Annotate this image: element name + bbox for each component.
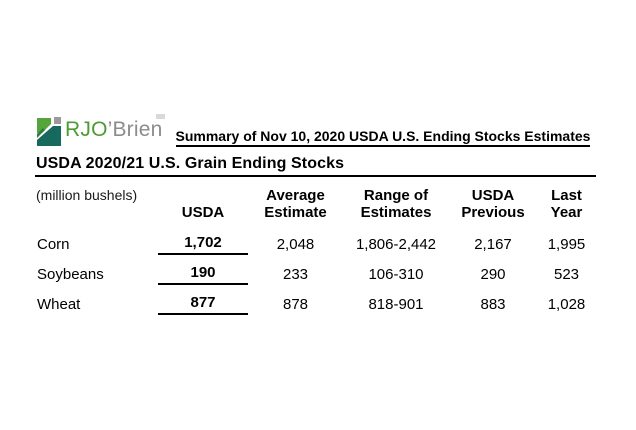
brand-row: RJO’Brien Summary of Nov 10, 2020 USDA U…	[36, 112, 597, 147]
commodity-label: Wheat	[37, 295, 81, 313]
usda-value-cell: 190	[158, 264, 248, 285]
usda-previous-value: 2,167	[474, 235, 512, 253]
last-year-value: 1,028	[547, 295, 586, 313]
unit-note: (million bushels)	[36, 187, 138, 203]
average-estimate-value: 878	[282, 295, 309, 313]
report-title: Summary of Nov 10, 2020 USDA U.S. Ending…	[175, 128, 591, 147]
usda-previous-value: 290	[480, 265, 506, 283]
average-estimate-value: 233	[282, 265, 309, 283]
usda-value: 1,702	[158, 234, 248, 255]
usda-value: 877	[158, 294, 248, 315]
col-header-range-of-estimates: Range of Estimates	[360, 187, 432, 221]
col-header-average-estimate: Average Estimate	[264, 187, 327, 221]
col-header-last-year: Last Year	[550, 187, 583, 221]
usda-value-cell: 1,702	[158, 234, 248, 255]
range-of-estimates-value: 818-901	[368, 295, 424, 313]
wordmark-brien: ’Brien	[107, 118, 163, 141]
table-row-corn: Corn 1,702 2,048 1,806-2,442 2,167 1,995	[36, 229, 597, 259]
average-estimate-value: 2,048	[276, 235, 315, 253]
col-header-usda-previous: USDA Previous	[461, 187, 525, 221]
commodity-label: Corn	[37, 235, 70, 253]
usda-previous-value: 883	[480, 295, 506, 313]
col-header-usda: USDA	[181, 204, 225, 221]
rjobrien-logo: RJO’Brien	[36, 114, 165, 147]
table-header: (million bushels) USDA Average Estimate …	[36, 187, 597, 221]
table-row-soybeans: Soybeans 190 233 106-310 290 523	[36, 259, 597, 289]
last-year-value: 1,995	[547, 235, 586, 253]
report-content: RJO’Brien Summary of Nov 10, 2020 USDA U…	[35, 112, 597, 319]
usda-value-cell: 877	[158, 294, 248, 315]
rjobrien-wordmark: RJO’Brien	[65, 115, 163, 145]
rjobrien-logo-icon	[37, 117, 61, 146]
table-row-wheat: Wheat 877 878 818-901 883 1,028	[36, 289, 597, 319]
table-body: Corn 1,702 2,048 1,806-2,442 2,167 1,995…	[36, 229, 597, 319]
range-of-estimates-value: 106-310	[368, 265, 424, 283]
range-of-estimates-value: 1,806-2,442	[355, 235, 437, 253]
commodity-label: Soybeans	[37, 265, 104, 283]
last-year-value: 523	[553, 265, 580, 283]
logo-fineprint-mark	[155, 114, 165, 119]
usda-value: 190	[158, 264, 248, 285]
section-divider	[35, 175, 596, 177]
wordmark-rjo: RJO	[65, 118, 108, 141]
section-title: USDA 2020/21 U.S. Grain Ending Stocks	[36, 155, 345, 172]
